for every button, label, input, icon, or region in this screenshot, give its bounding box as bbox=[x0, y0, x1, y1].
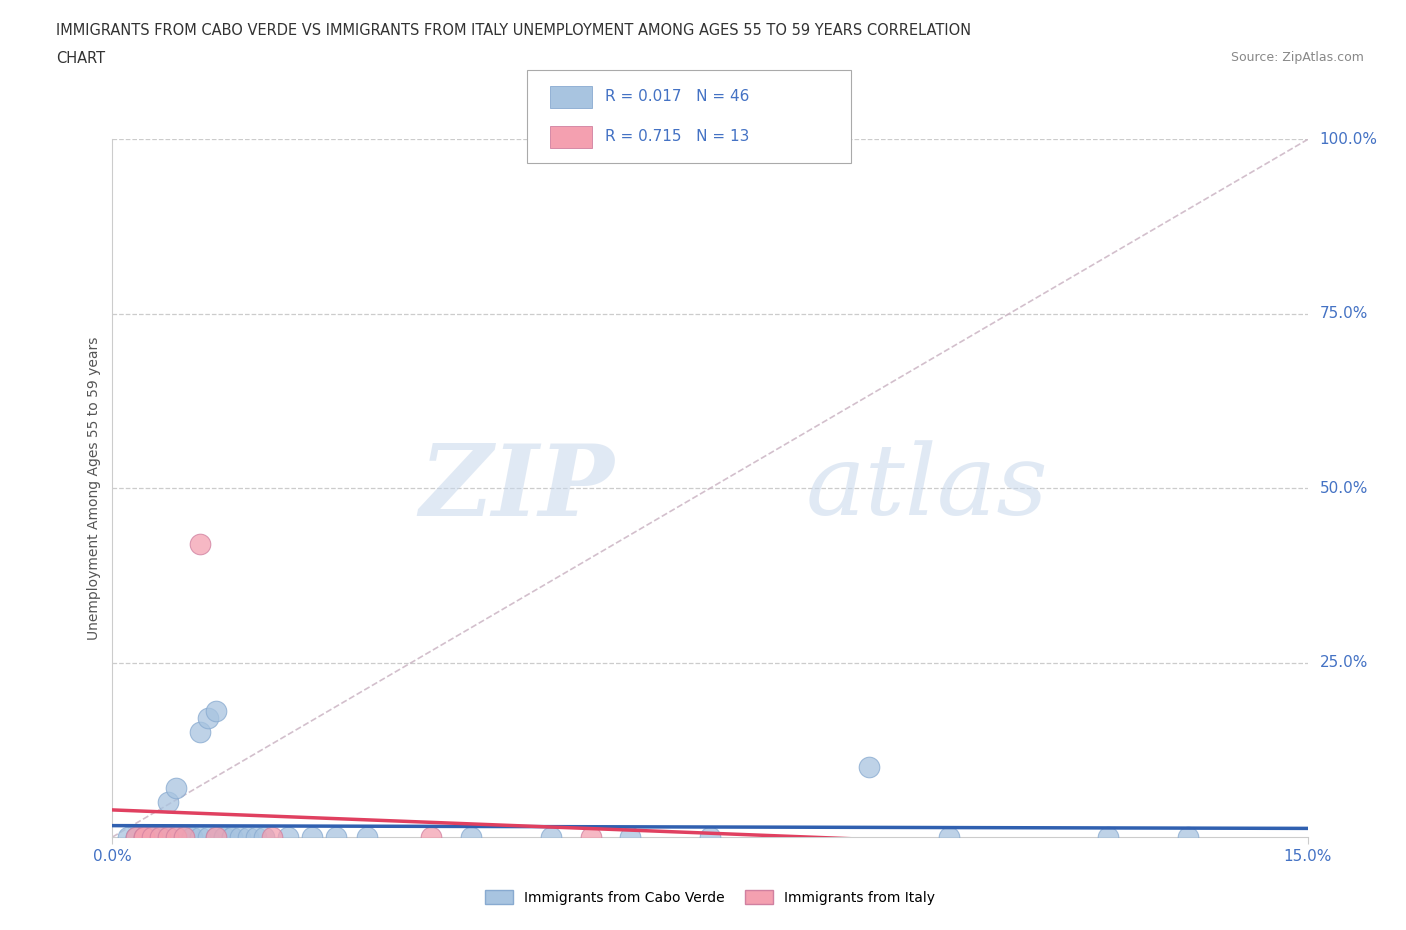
Point bbox=[236, 830, 259, 844]
Point bbox=[181, 830, 204, 844]
Text: IMMIGRANTS FROM CABO VERDE VS IMMIGRANTS FROM ITALY UNEMPLOYMENT AMONG AGES 55 T: IMMIGRANTS FROM CABO VERDE VS IMMIGRANTS… bbox=[56, 23, 972, 38]
Point bbox=[141, 830, 163, 844]
Point bbox=[197, 711, 219, 725]
Point bbox=[173, 830, 195, 844]
Point bbox=[125, 830, 148, 844]
Point bbox=[141, 830, 163, 844]
Point bbox=[301, 830, 323, 844]
Point bbox=[117, 830, 139, 844]
Point bbox=[205, 704, 228, 719]
Point bbox=[938, 830, 960, 844]
Point bbox=[149, 830, 172, 844]
Point bbox=[173, 830, 195, 844]
Text: ZIP: ZIP bbox=[419, 440, 614, 537]
Point bbox=[125, 830, 148, 844]
Point bbox=[1097, 830, 1119, 844]
Point bbox=[460, 830, 482, 844]
Text: Source: ZipAtlas.com: Source: ZipAtlas.com bbox=[1230, 51, 1364, 64]
Point bbox=[221, 830, 243, 844]
Point bbox=[212, 830, 235, 844]
Point bbox=[149, 830, 172, 844]
Point bbox=[188, 830, 211, 844]
Point bbox=[260, 830, 283, 844]
Point bbox=[188, 725, 211, 740]
Point bbox=[1177, 830, 1199, 844]
Point bbox=[149, 830, 172, 844]
Text: R = 0.715   N = 13: R = 0.715 N = 13 bbox=[605, 129, 749, 144]
Point bbox=[157, 794, 180, 809]
Text: CHART: CHART bbox=[56, 51, 105, 66]
Point bbox=[540, 830, 562, 844]
Point bbox=[165, 830, 187, 844]
Point bbox=[141, 830, 163, 844]
Point bbox=[134, 830, 156, 844]
Point bbox=[858, 760, 880, 775]
Point bbox=[141, 830, 163, 844]
Y-axis label: Unemployment Among Ages 55 to 59 years: Unemployment Among Ages 55 to 59 years bbox=[87, 337, 101, 640]
Point bbox=[165, 830, 187, 844]
Text: 75.0%: 75.0% bbox=[1319, 306, 1368, 322]
Point bbox=[229, 830, 252, 844]
Legend: Immigrants from Cabo Verde, Immigrants from Italy: Immigrants from Cabo Verde, Immigrants f… bbox=[479, 884, 941, 910]
Point bbox=[619, 830, 641, 844]
Point bbox=[205, 830, 228, 844]
Point bbox=[356, 830, 378, 844]
Text: 100.0%: 100.0% bbox=[1319, 132, 1378, 147]
Point bbox=[149, 830, 172, 844]
Point bbox=[188, 537, 211, 551]
Point bbox=[253, 830, 276, 844]
Point bbox=[134, 830, 156, 844]
Text: R = 0.017   N = 46: R = 0.017 N = 46 bbox=[605, 89, 749, 104]
Point bbox=[181, 830, 204, 844]
Point bbox=[277, 830, 299, 844]
Point bbox=[125, 830, 148, 844]
Point bbox=[134, 830, 156, 844]
Point bbox=[221, 830, 243, 844]
Point bbox=[157, 830, 180, 844]
Point bbox=[212, 830, 235, 844]
Text: 50.0%: 50.0% bbox=[1319, 481, 1368, 496]
Point bbox=[325, 830, 347, 844]
Point bbox=[699, 830, 721, 844]
Point bbox=[205, 830, 228, 844]
Point bbox=[420, 830, 443, 844]
Point bbox=[165, 781, 187, 796]
Point bbox=[579, 830, 602, 844]
Point bbox=[157, 830, 180, 844]
Point bbox=[157, 830, 180, 844]
Text: atlas: atlas bbox=[806, 441, 1049, 536]
Point bbox=[173, 830, 195, 844]
Point bbox=[197, 830, 219, 844]
Point bbox=[134, 830, 156, 844]
Text: 25.0%: 25.0% bbox=[1319, 655, 1368, 671]
Point bbox=[245, 830, 267, 844]
